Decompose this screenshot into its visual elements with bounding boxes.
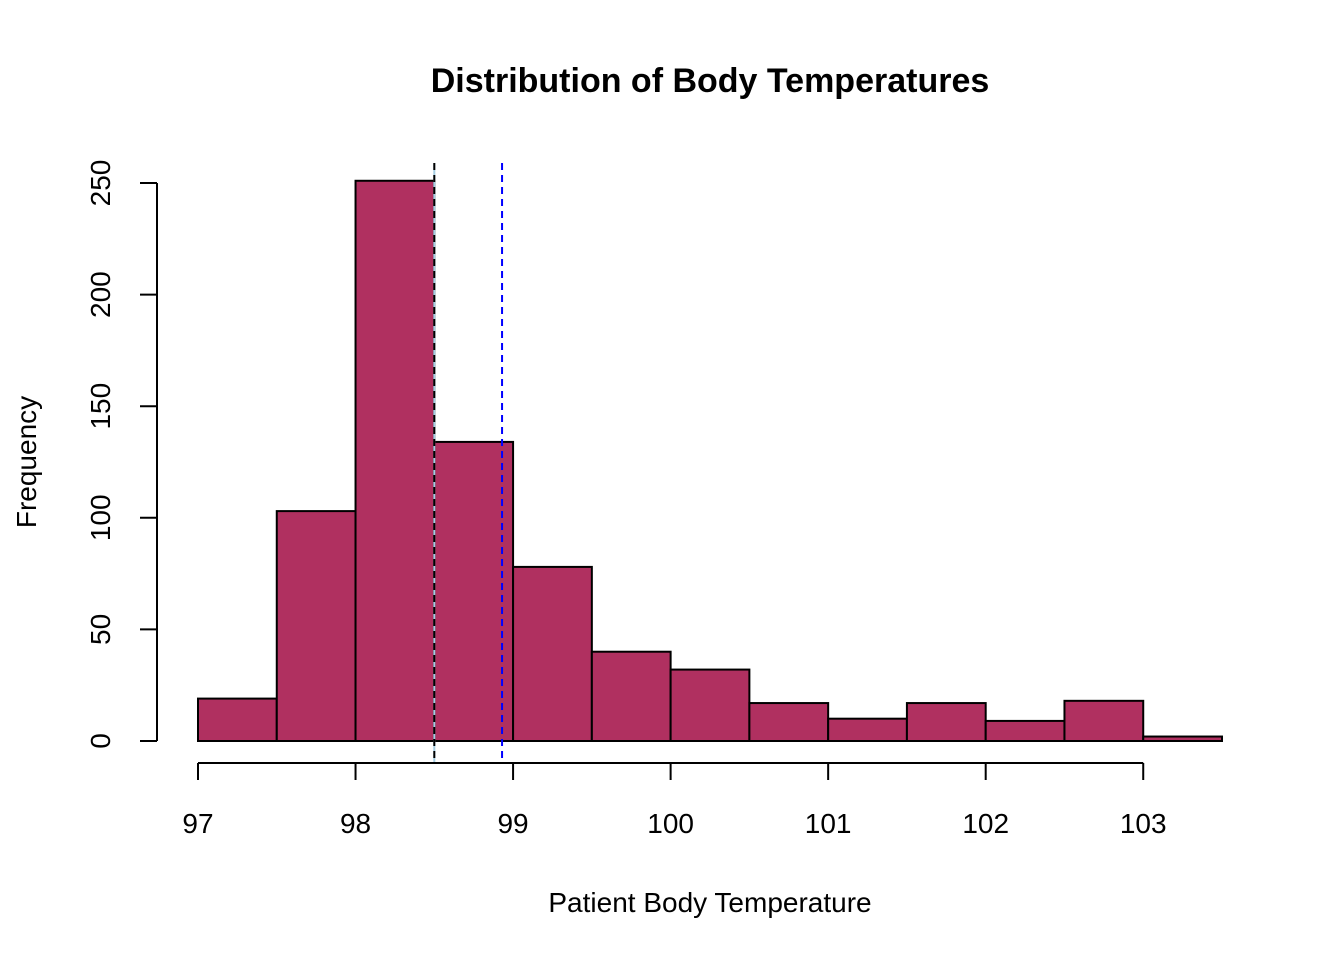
histogram-bar <box>197 697 278 742</box>
x-tick-label: 99 <box>497 808 528 839</box>
histogram-bar <box>275 510 357 742</box>
histogram-bar <box>748 702 830 743</box>
y-axis: 0 50 100 150 200 250 <box>85 160 158 749</box>
x-tick-label: 101 <box>805 808 852 839</box>
reference-lines-group <box>433 163 504 763</box>
x-axis-label: Patient Body Temperature <box>548 887 871 918</box>
x-tick-label: 100 <box>647 808 694 839</box>
y-tick-label: 0 <box>85 733 116 749</box>
chart-title: Distribution of Body Temperatures <box>431 62 990 100</box>
histogram-bar <box>827 717 908 742</box>
y-tick-label: 150 <box>85 383 116 430</box>
x-axis: 97 98 99 100 101 102 103 <box>182 762 1167 839</box>
y-tick-label: 50 <box>85 614 116 645</box>
histogram-bar <box>433 440 515 742</box>
histogram-bar <box>354 179 436 742</box>
histogram-bar <box>984 719 1066 742</box>
histogram-bar <box>1142 735 1223 743</box>
y-tick-label: 200 <box>85 271 116 318</box>
x-tick-label: 98 <box>340 808 371 839</box>
histogram-bar <box>669 668 751 742</box>
y-tick-label: 250 <box>85 160 116 207</box>
bars-group <box>197 179 1223 743</box>
histogram-bar <box>512 565 593 742</box>
y-axis-label: Frequency <box>11 396 42 528</box>
y-tick-label: 100 <box>85 494 116 541</box>
histogram-bar <box>905 702 987 743</box>
x-tick-label: 97 <box>182 808 213 839</box>
x-tick-label: 103 <box>1120 808 1167 839</box>
histogram-bar <box>590 650 672 742</box>
x-tick-label: 102 <box>962 808 1009 839</box>
histogram-bar <box>1063 699 1145 742</box>
